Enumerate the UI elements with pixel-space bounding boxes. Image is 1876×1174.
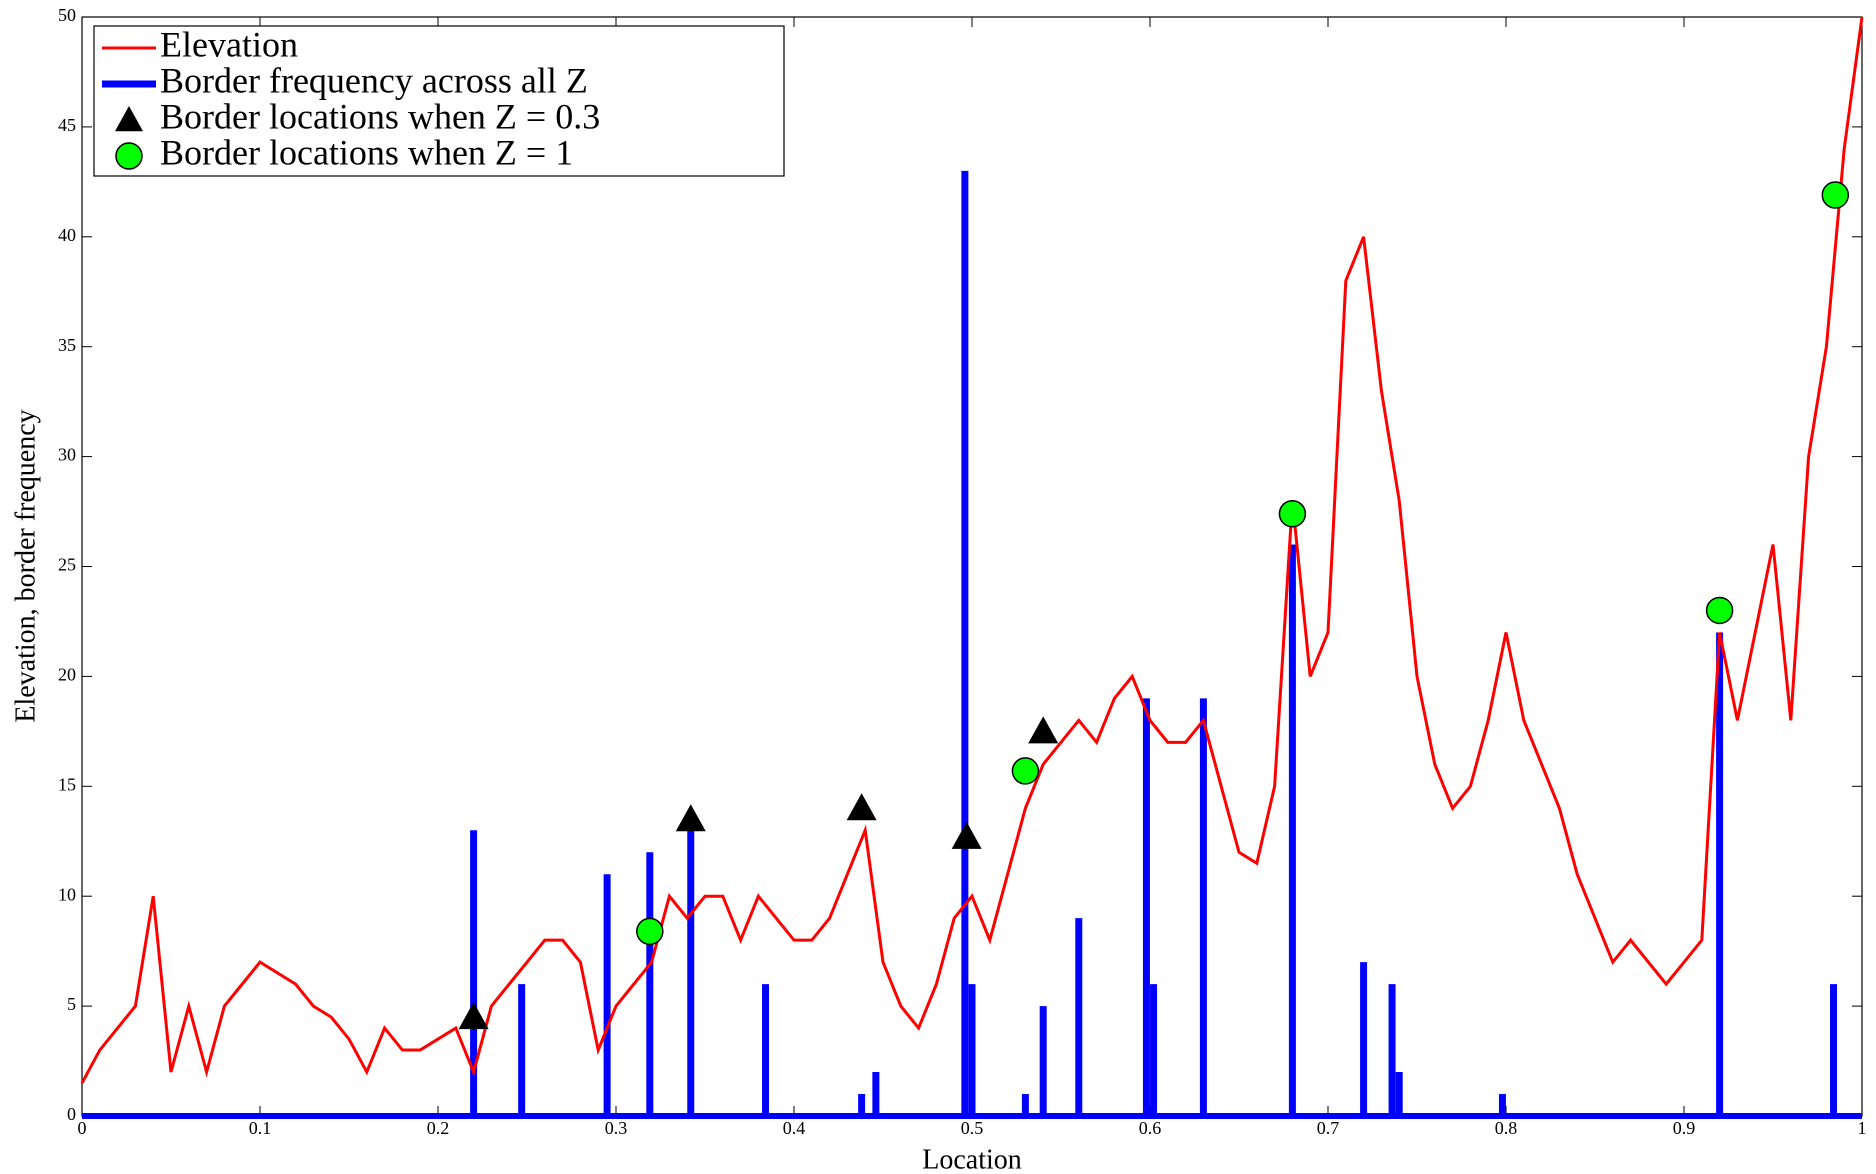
triangle-marker (846, 793, 877, 821)
legend-swatch (115, 142, 143, 170)
y-tick-label: 30 (58, 445, 76, 465)
legend-label: Border locations when Z = 1 (160, 132, 573, 172)
circle-marker (1278, 499, 1307, 528)
legend-label: Border locations when Z = 0.3 (160, 96, 600, 136)
y-tick-label: 25 (58, 555, 76, 575)
x-tick-label: 0.6 (1139, 1118, 1162, 1138)
triangle-marker (458, 1002, 489, 1030)
circle-marker (1821, 181, 1850, 209)
legend-label: Elevation (160, 24, 298, 64)
y-tick-label: 0 (67, 1104, 76, 1124)
y-tick-label: 35 (58, 335, 76, 355)
circle-marker (1705, 596, 1734, 625)
y-tick-label: 5 (67, 994, 76, 1014)
y-tick-label: 40 (58, 225, 76, 245)
x-tick-label: 0.8 (1495, 1118, 1518, 1138)
triangle-marker (675, 804, 706, 832)
x-tick-label: 0.9 (1673, 1118, 1696, 1138)
y-axis-label: Elevation, border frequency (10, 409, 41, 722)
elevation-line (80, 16, 1864, 1084)
circle-marker (1011, 757, 1040, 785)
x-tick-label: 0.1 (249, 1118, 272, 1138)
legend-swatch (115, 106, 143, 132)
x-tick-label: 0 (78, 1118, 87, 1138)
plot-area (81, 16, 1863, 1117)
y-tick-label: 10 (58, 884, 76, 904)
legend-box (93, 25, 785, 177)
x-tick-label: 0.4 (783, 1118, 806, 1138)
circle-marker (636, 917, 664, 946)
x-tick-label: 0.5 (961, 1118, 984, 1138)
x-axis-label: Location (922, 1144, 1022, 1174)
triangle-marker (951, 821, 982, 849)
x-tick-label: 0.7 (1317, 1118, 1340, 1138)
legend-label: Border frequency across all Z (160, 60, 588, 100)
y-tick-label: 50 (58, 5, 76, 25)
x-tick-label: 1 (1858, 1118, 1867, 1138)
x-tick-label: 0.2 (427, 1118, 450, 1138)
y-tick-label: 15 (58, 774, 76, 794)
x-tick-label: 0.3 (605, 1118, 628, 1138)
y-tick-label: 20 (58, 665, 76, 685)
triangle-marker (1028, 716, 1059, 744)
y-tick-label: 45 (58, 115, 76, 135)
